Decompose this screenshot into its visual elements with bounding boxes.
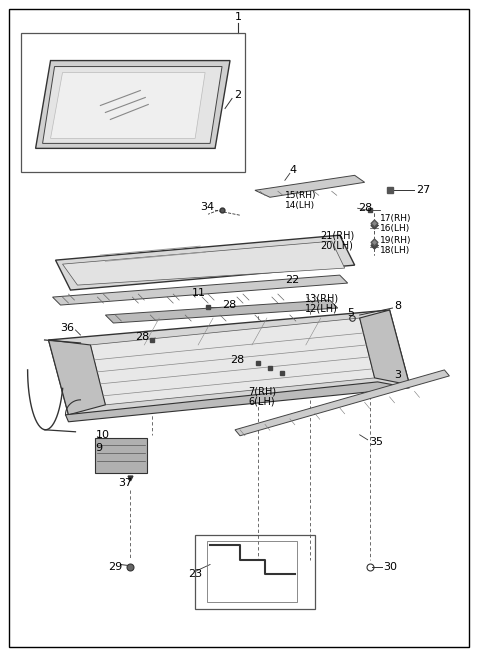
Text: 2: 2	[234, 91, 241, 100]
Text: 28: 28	[222, 300, 236, 310]
Polygon shape	[360, 310, 409, 385]
Text: 1: 1	[235, 12, 241, 22]
Text: 11: 11	[192, 288, 206, 298]
Text: 7(RH): 7(RH)	[248, 387, 276, 397]
Text: 20(LH): 20(LH)	[320, 240, 353, 250]
Text: 35: 35	[370, 437, 384, 447]
Polygon shape	[48, 310, 409, 415]
Polygon shape	[235, 370, 449, 436]
Text: 4: 4	[290, 165, 297, 175]
Text: 34: 34	[200, 202, 214, 213]
Bar	[96, 438, 147, 473]
Text: 13(RH): 13(RH)	[305, 293, 339, 303]
Text: 28: 28	[135, 332, 150, 342]
Text: 29: 29	[108, 562, 122, 573]
Polygon shape	[62, 241, 345, 285]
Text: 16(LH): 16(LH)	[380, 224, 410, 233]
Polygon shape	[65, 382, 409, 422]
Polygon shape	[106, 300, 338, 323]
Text: 8: 8	[395, 301, 402, 311]
Polygon shape	[43, 66, 222, 144]
Polygon shape	[90, 318, 374, 405]
Text: 12(LH): 12(LH)	[305, 303, 338, 313]
Text: 23: 23	[188, 569, 202, 579]
Text: 18(LH): 18(LH)	[380, 245, 410, 255]
Text: 27: 27	[417, 185, 431, 195]
Text: 21(RH): 21(RH)	[320, 230, 354, 240]
Text: 22: 22	[285, 275, 299, 285]
Text: 10: 10	[96, 430, 109, 440]
Text: 28: 28	[358, 203, 372, 213]
Text: 6(LH): 6(LH)	[248, 397, 275, 407]
Polygon shape	[255, 175, 365, 197]
Text: 15(RH): 15(RH)	[285, 191, 316, 200]
Text: 36: 36	[60, 323, 74, 333]
Polygon shape	[50, 73, 205, 138]
Text: 37: 37	[119, 478, 132, 487]
Text: 3: 3	[395, 370, 402, 380]
Bar	[207, 541, 297, 602]
Polygon shape	[56, 236, 355, 290]
Text: 17(RH): 17(RH)	[380, 214, 411, 223]
Polygon shape	[52, 275, 348, 305]
Text: 9: 9	[96, 443, 103, 453]
Text: 5: 5	[347, 308, 354, 318]
Bar	[21, 33, 245, 173]
Text: 30: 30	[384, 562, 397, 573]
Polygon shape	[48, 340, 106, 415]
Text: 14(LH): 14(LH)	[285, 201, 315, 210]
Polygon shape	[36, 60, 230, 148]
Text: 28: 28	[230, 355, 244, 365]
Bar	[195, 535, 315, 609]
Text: 19(RH): 19(RH)	[380, 236, 411, 245]
